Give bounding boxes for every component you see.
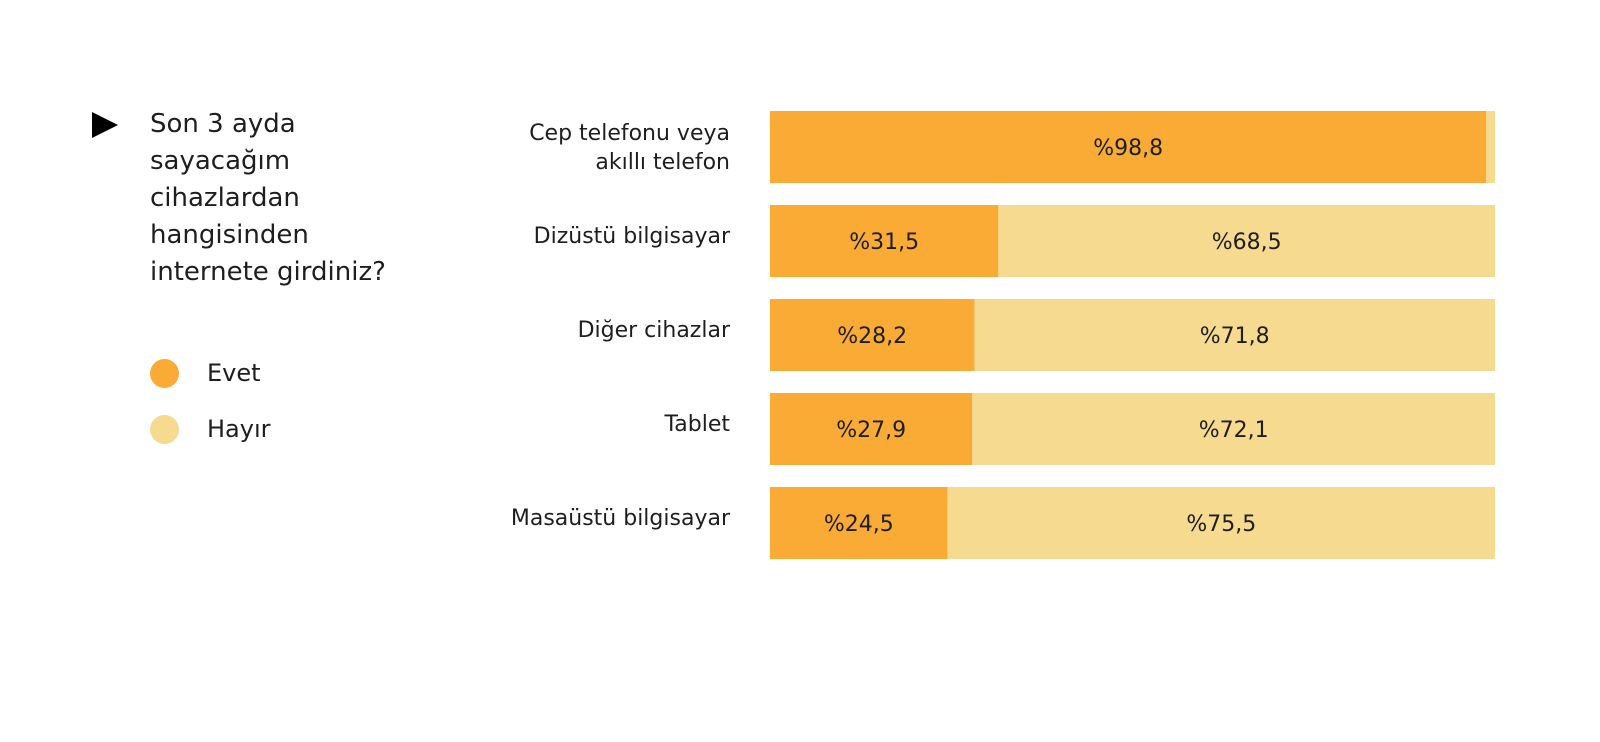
category-label-1: Dizüstü bilgisayar: [534, 224, 731, 249]
bar-evet-0: [770, 111, 1487, 183]
legend-item-hayir: Hayır: [150, 414, 271, 444]
data-label-hayir-3: %72,1: [1199, 418, 1269, 443]
category-label-4: Masaüstü bilgisayar: [511, 506, 731, 531]
legend-item-evet: Evet: [150, 358, 261, 388]
bar-evet-4: [770, 487, 948, 559]
data-label-hayir-1: %68,5: [1212, 230, 1282, 255]
category-label-3: Tablet: [663, 412, 730, 437]
data-label-hayir-4: %75,5: [1186, 512, 1256, 537]
legend-dot-evet: [150, 358, 179, 388]
legend-dot-hayir: [150, 414, 179, 444]
bar-hayir-0: [1486, 111, 1495, 183]
category-label-0-line-1: akıllı telefon: [595, 150, 730, 175]
legend-label-hayir: Hayır: [207, 415, 271, 443]
title-arrow-icon: [92, 112, 118, 138]
data-label-hayir-2: %71,8: [1200, 324, 1270, 349]
bar-evet-3: [770, 393, 973, 465]
category-label-2: Diğer cihazlar: [578, 318, 731, 343]
data-label-evet-1: %31,5: [849, 230, 919, 255]
bar-hayir-2: [974, 299, 1495, 371]
bar-evet-2: [770, 299, 975, 371]
legend-label-evet: Evet: [207, 359, 261, 387]
bar-hayir-1: [998, 205, 1495, 277]
category-label-0-line-0: Cep telefonu veya: [529, 121, 730, 146]
data-label-evet-2: %28,2: [837, 324, 907, 349]
bar-hayir-3: [972, 393, 1495, 465]
data-label-evet-4: %24,5: [824, 512, 894, 537]
bar-hayir-4: [947, 487, 1495, 559]
bar-evet-1: [770, 205, 999, 277]
data-label-evet-3: %27,9: [836, 418, 906, 443]
data-label-evet-0: %98,8: [1093, 136, 1163, 161]
chart-title: Son 3 ayda sayacağım cihazlardan hangisi…: [150, 109, 386, 287]
